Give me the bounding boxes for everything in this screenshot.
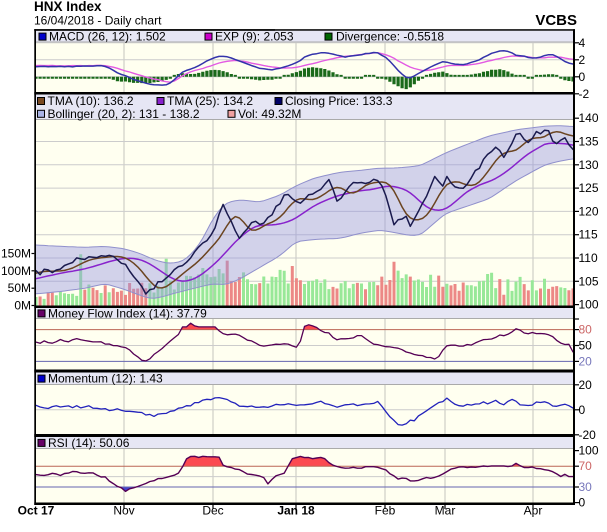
svg-text:HNX Index: HNX Index [34,0,102,14]
svg-text:0: 0 [579,403,586,417]
svg-text:150M: 150M [1,246,31,260]
svg-text:135: 135 [579,135,599,149]
svg-text:Apr: Apr [524,504,543,518]
svg-text:125: 125 [579,181,599,195]
svg-text:RSI (14): 50.06: RSI (14): 50.06 [48,436,130,450]
svg-text:20: 20 [579,354,593,368]
svg-text:Nov: Nov [113,504,134,518]
svg-text:110: 110 [579,251,598,265]
svg-text:80: 80 [579,323,593,337]
svg-text:20: 20 [579,378,593,392]
svg-text:Feb: Feb [375,504,396,518]
svg-text:100M: 100M [1,264,31,278]
svg-text:100: 100 [579,444,599,458]
svg-text:Closing Price: 133.3: Closing Price: 133.3 [285,94,393,108]
svg-text:Momentum (12): 1.43: Momentum (12): 1.43 [48,372,163,386]
svg-text:-20: -20 [579,428,597,442]
svg-text:2: 2 [579,53,586,67]
svg-text:MACD (26, 12): 1.502: MACD (26, 12): 1.502 [49,30,166,44]
svg-text:Money Flow Index (14): 37.79: Money Flow Index (14): 37.79 [48,306,207,320]
svg-text:4: 4 [579,36,586,50]
svg-text:16/04/2018 - Daily chart: 16/04/2018 - Daily chart [34,14,162,28]
svg-text:30: 30 [579,480,593,494]
svg-text:0: 0 [579,496,586,510]
svg-text:70: 70 [579,459,593,473]
svg-text:Vol: 49.32M: Vol: 49.32M [238,107,301,121]
svg-text:105: 105 [579,274,599,288]
svg-text:50: 50 [579,339,593,353]
svg-text:TMA (10): 136.2: TMA (10): 136.2 [48,94,134,108]
svg-text:VCBS: VCBS [535,12,577,29]
svg-text:Jan 18: Jan 18 [277,504,315,518]
svg-text:TMA (25): 134.2: TMA (25): 134.2 [167,94,253,108]
svg-text:Dec: Dec [202,504,223,518]
svg-text:100: 100 [579,298,599,312]
svg-text:120: 120 [579,204,599,218]
svg-text:Bollinger (20, 2): 131 - 138.2: Bollinger (20, 2): 131 - 138.2 [48,107,200,121]
svg-text:0: 0 [579,70,586,84]
svg-text:Divergence: -0.5518: Divergence: -0.5518 [336,30,444,44]
svg-text:50M: 50M [8,281,31,295]
svg-text:Mar: Mar [435,504,456,518]
svg-text:115: 115 [579,228,598,242]
svg-text:-2: -2 [579,87,590,101]
svg-text:130: 130 [579,158,599,172]
svg-text:140: 140 [579,111,599,125]
svg-text:0M: 0M [14,299,31,313]
svg-text:Oct 17: Oct 17 [18,504,55,518]
svg-text:EXP (9): 2.053: EXP (9): 2.053 [215,30,294,44]
